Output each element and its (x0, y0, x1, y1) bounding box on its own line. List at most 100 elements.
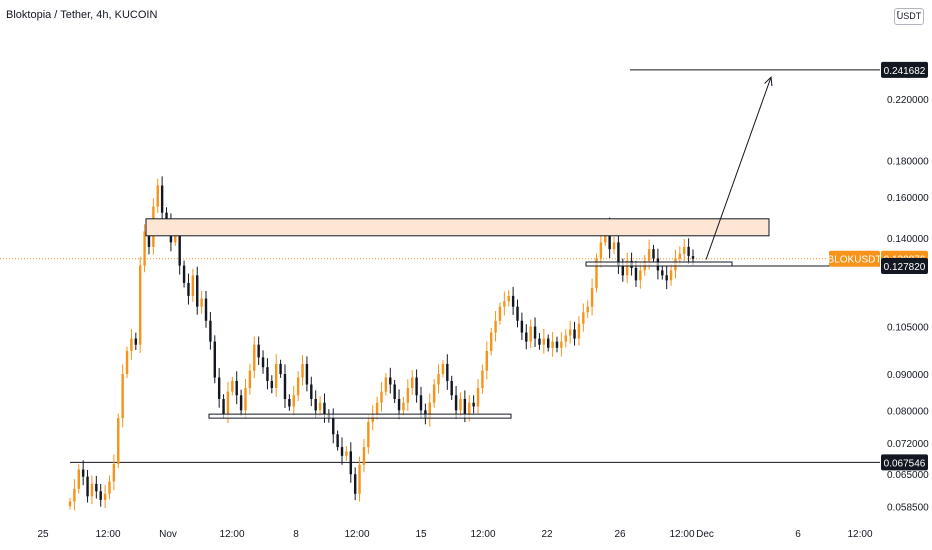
symbol-label-box (829, 250, 880, 267)
candle (599, 242, 603, 259)
candle (217, 377, 221, 399)
candle (367, 422, 370, 448)
candle (353, 474, 357, 494)
candle (274, 363, 278, 389)
currency-button[interactable]: USDT (894, 8, 924, 25)
candle (617, 242, 620, 266)
candle (108, 481, 111, 494)
x-tick-label: 22 (541, 529, 553, 540)
candle (288, 398, 291, 407)
candle (73, 488, 76, 502)
y-tick-label: 0.140000 (887, 234, 929, 245)
price-label-box (881, 258, 928, 275)
candle (160, 185, 164, 213)
candle (235, 380, 238, 396)
candle (117, 418, 120, 464)
x-tick-label: 25 (37, 529, 49, 540)
candle (323, 402, 326, 415)
candle (191, 275, 195, 296)
candle (454, 395, 458, 411)
candle (476, 388, 480, 407)
candle (270, 380, 274, 389)
candle (525, 332, 528, 342)
candle (253, 344, 256, 371)
price-label: 0.241682 (884, 66, 926, 77)
candle (516, 306, 519, 321)
candle (336, 434, 339, 448)
candle (310, 384, 313, 399)
candle (507, 295, 510, 302)
candle (261, 357, 265, 368)
candle (182, 265, 186, 283)
candle (397, 398, 401, 411)
candle (687, 246, 690, 257)
projection-arrow (705, 77, 772, 260)
candle (204, 298, 208, 321)
candle (134, 338, 138, 345)
candle (573, 329, 576, 339)
x-tick-label: 12:00 (847, 529, 872, 540)
candle (551, 341, 554, 348)
candle (568, 329, 572, 336)
x-tick-label: 12:00 (95, 529, 120, 540)
candle (77, 469, 80, 489)
candle (362, 447, 366, 465)
candle (130, 338, 133, 351)
horizontal-levels (0, 69, 880, 463)
candle (468, 402, 471, 415)
price-label-box (881, 454, 928, 471)
candle (498, 306, 502, 321)
y-tick-label: 0.090000 (887, 370, 929, 381)
x-tick-label: 12:00 (219, 529, 244, 540)
candle (529, 326, 532, 342)
candle (296, 377, 300, 396)
candle (125, 350, 129, 375)
x-tick-label: 26 (614, 529, 626, 540)
candle (547, 338, 550, 348)
y-tick-label: 0.065000 (887, 470, 929, 481)
price-label-box (881, 61, 928, 78)
x-tick-label: 8 (293, 529, 299, 540)
candle (428, 402, 431, 419)
y-tick-label: 0.160000 (887, 193, 929, 204)
candle (595, 258, 598, 289)
candle (647, 249, 651, 261)
support-high-zone (585, 261, 733, 267)
x-tick-label: 12:00 (669, 529, 694, 540)
candle (533, 326, 537, 339)
resistance-zone (145, 218, 770, 237)
candle (231, 380, 234, 392)
y-tick-label: 0.058500 (887, 503, 929, 514)
candle (213, 341, 216, 378)
candle (143, 231, 146, 266)
candle (669, 270, 673, 281)
candle (586, 306, 589, 313)
candle (165, 212, 168, 223)
symbol-label: BLOKUSDT (828, 255, 882, 266)
candle (187, 282, 190, 296)
candle (266, 367, 269, 381)
time-axis: 25 12:00 Nov 12:00 8 12:00 15 12:00 22 26 12:00 Dec… (37, 529, 873, 540)
x-tick-label: Dec (696, 529, 714, 540)
candle (494, 320, 497, 333)
candle (621, 265, 625, 276)
candle (542, 338, 546, 345)
candle (683, 246, 686, 254)
candle (406, 388, 410, 403)
candle (375, 402, 379, 415)
x-tick-label: 15 (415, 529, 427, 540)
candle (608, 227, 611, 250)
candle (612, 242, 616, 250)
candle (103, 493, 107, 500)
candle (459, 398, 462, 411)
candle (81, 469, 85, 477)
candle (239, 395, 243, 411)
candle (86, 476, 89, 497)
candle (112, 463, 116, 482)
candle (402, 402, 405, 411)
candle (244, 388, 247, 411)
candle (196, 275, 199, 307)
candle (485, 350, 489, 371)
